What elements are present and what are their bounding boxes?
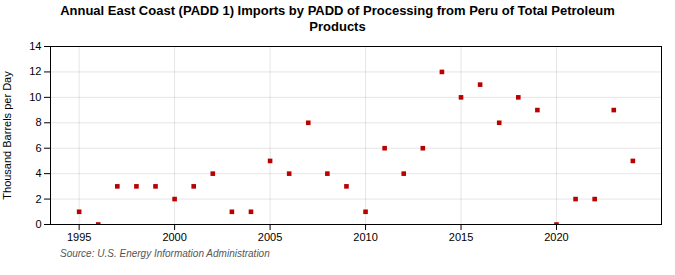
svg-text:14: 14 bbox=[29, 40, 41, 52]
svg-text:2010: 2010 bbox=[353, 231, 377, 243]
svg-text:Thousand Barrels per Day: Thousand Barrels per Day bbox=[1, 70, 13, 199]
svg-text:2: 2 bbox=[35, 192, 41, 204]
svg-text:10: 10 bbox=[29, 90, 41, 102]
svg-text:2000: 2000 bbox=[162, 231, 186, 243]
svg-text:6: 6 bbox=[35, 141, 41, 153]
svg-text:12: 12 bbox=[29, 65, 41, 77]
svg-text:2015: 2015 bbox=[449, 231, 473, 243]
html-text:Annual East Coast (PADD 1) Imp: Annual East Coast (PADD 1) Imports by PA… bbox=[60, 3, 615, 35]
svg-text:1995: 1995 bbox=[67, 231, 91, 243]
svg-text:8: 8 bbox=[35, 116, 41, 128]
svg-text:4: 4 bbox=[35, 167, 41, 179]
svg-text:0: 0 bbox=[35, 218, 41, 230]
html-text:Source: U.S. Energy Informatio: Source: U.S. Energy Information Administ… bbox=[60, 247, 270, 259]
svg-text:2020: 2020 bbox=[544, 231, 568, 243]
svg-text:2005: 2005 bbox=[258, 231, 282, 243]
